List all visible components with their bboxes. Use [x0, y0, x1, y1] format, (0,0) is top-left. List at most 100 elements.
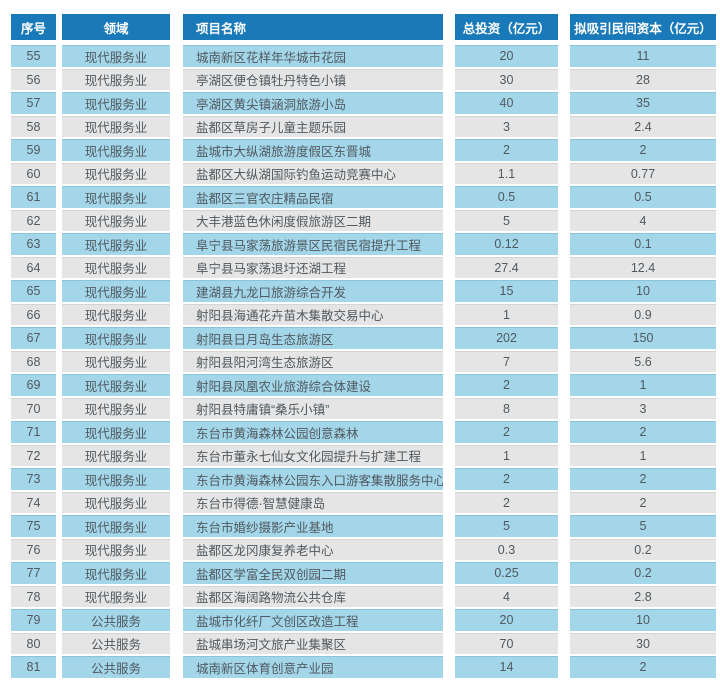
cell-private-capital: 150: [570, 327, 716, 349]
cell-index: 79: [11, 609, 56, 631]
table-row: 73 现代服务业 东台市黄海森林公园东入口游客集散服务中心 2 2: [11, 468, 716, 490]
table-row: 64 现代服务业 阜宁县马家荡退圩还湖工程 27.4 12.4: [11, 256, 716, 278]
table-row: 66 现代服务业 射阳县海通花卉苗木集散交易中心 1 0.9: [11, 303, 716, 325]
cell-category: 现代服务业: [62, 162, 170, 184]
cell-total-investment: 0.3: [455, 538, 558, 560]
cell-index: 62: [11, 209, 56, 231]
header-private-capital: 拟吸引民间资本（亿元）: [570, 14, 716, 40]
table-row: 72 现代服务业 东台市董永七仙女文化园提升与扩建工程 1 1: [11, 444, 716, 466]
cell-private-capital: 2.4: [570, 115, 716, 137]
cell-category: 现代服务业: [62, 280, 170, 302]
cell-category: 现代服务业: [62, 515, 170, 537]
cell-project-name: 盐都区海阔路物流公共仓库: [183, 585, 443, 607]
cell-project-name: 大丰港蓝色休闲度假旅游区二期: [183, 209, 443, 231]
cell-category: 现代服务业: [62, 256, 170, 278]
cell-project-name: 盐城市化纤厂文创区改造工程: [183, 609, 443, 631]
cell-project-name: 阜宁县马家荡旅游景区民宿民宿提升工程: [183, 233, 443, 255]
cell-private-capital: 35: [570, 92, 716, 114]
cell-project-name: 射阳县阳河湾生态旅游区: [183, 350, 443, 372]
cell-category: 现代服务业: [62, 303, 170, 325]
cell-total-investment: 202: [455, 327, 558, 349]
cell-project-name: 盐都区三官农庄精品民宿: [183, 186, 443, 208]
cell-index: 81: [11, 656, 56, 678]
cell-total-investment: 2: [455, 421, 558, 443]
cell-index: 55: [11, 45, 56, 67]
cell-project-name: 阜宁县马家荡退圩还湖工程: [183, 256, 443, 278]
cell-total-investment: 4: [455, 585, 558, 607]
cell-private-capital: 12.4: [570, 256, 716, 278]
cell-category: 现代服务业: [62, 115, 170, 137]
cell-private-capital: 28: [570, 68, 716, 90]
cell-category: 现代服务业: [62, 186, 170, 208]
cell-total-investment: 3: [455, 115, 558, 137]
cell-project-name: 射阳县日月岛生态旅游区: [183, 327, 443, 349]
cell-project-name: 东台市得德·智慧健康岛: [183, 491, 443, 513]
cell-category: 现代服务业: [62, 139, 170, 161]
cell-private-capital: 0.5: [570, 186, 716, 208]
cell-project-name: 东台市婚纱摄影产业基地: [183, 515, 443, 537]
cell-category: 现代服务业: [62, 209, 170, 231]
table-row: 68 现代服务业 射阳县阳河湾生态旅游区 7 5.6: [11, 350, 716, 372]
cell-total-investment: 2: [455, 491, 558, 513]
cell-private-capital: 0.2: [570, 538, 716, 560]
cell-index: 77: [11, 562, 56, 584]
cell-category: 现代服务业: [62, 444, 170, 466]
table-row: 63 现代服务业 阜宁县马家荡旅游景区民宿民宿提升工程 0.12 0.1: [11, 233, 716, 255]
cell-total-investment: 2: [455, 468, 558, 490]
cell-index: 64: [11, 256, 56, 278]
cell-total-investment: 20: [455, 609, 558, 631]
table-row: 65 现代服务业 建湖县九龙口旅游综合开发 15 10: [11, 280, 716, 302]
cell-private-capital: 0.77: [570, 162, 716, 184]
cell-index: 76: [11, 538, 56, 560]
cell-category: 现代服务业: [62, 350, 170, 372]
cell-category: 现代服务业: [62, 92, 170, 114]
cell-total-investment: 5: [455, 209, 558, 231]
cell-category: 现代服务业: [62, 397, 170, 419]
cell-project-name: 亭湖区黄尖镇涵洞旅游小岛: [183, 92, 443, 114]
cell-index: 59: [11, 139, 56, 161]
cell-index: 57: [11, 92, 56, 114]
cell-index: 73: [11, 468, 56, 490]
cell-project-name: 城南新区花样年华城市花园: [183, 45, 443, 67]
cell-total-investment: 1: [455, 444, 558, 466]
cell-total-investment: 15: [455, 280, 558, 302]
cell-index: 61: [11, 186, 56, 208]
cell-project-name: 盐城串场河文旅产业集聚区: [183, 632, 443, 654]
table-row: 80 公共服务 盐城串场河文旅产业集聚区 70 30: [11, 632, 716, 654]
cell-total-investment: 8: [455, 397, 558, 419]
cell-category: 公共服务: [62, 609, 170, 631]
cell-total-investment: 7: [455, 350, 558, 372]
cell-index: 66: [11, 303, 56, 325]
cell-index: 56: [11, 68, 56, 90]
cell-index: 70: [11, 397, 56, 419]
cell-index: 74: [11, 491, 56, 513]
cell-private-capital: 30: [570, 632, 716, 654]
table-row: 55 现代服务业 城南新区花样年华城市花园 20 11: [11, 45, 716, 67]
cell-project-name: 盐都区草房子儿童主题乐园: [183, 115, 443, 137]
cell-index: 78: [11, 585, 56, 607]
cell-total-investment: 5: [455, 515, 558, 537]
cell-category: 公共服务: [62, 632, 170, 654]
cell-private-capital: 3: [570, 397, 716, 419]
table-row: 57 现代服务业 亭湖区黄尖镇涵洞旅游小岛 40 35: [11, 92, 716, 114]
cell-total-investment: 20: [455, 45, 558, 67]
cell-private-capital: 11: [570, 45, 716, 67]
cell-index: 80: [11, 632, 56, 654]
cell-private-capital: 5.6: [570, 350, 716, 372]
table-row: 67 现代服务业 射阳县日月岛生态旅游区 202 150: [11, 327, 716, 349]
table-row: 61 现代服务业 盐都区三官农庄精品民宿 0.5 0.5: [11, 186, 716, 208]
cell-total-investment: 14: [455, 656, 558, 678]
cell-project-name: 建湖县九龙口旅游综合开发: [183, 280, 443, 302]
header-index: 序号: [11, 14, 56, 40]
table-row: 75 现代服务业 东台市婚纱摄影产业基地 5 5: [11, 515, 716, 537]
cell-project-name: 盐都区学富全民双创园二期: [183, 562, 443, 584]
cell-project-name: 城南新区体育创意产业园: [183, 656, 443, 678]
cell-project-name: 东台市黄海森林公园东入口游客集散服务中心: [183, 468, 443, 490]
cell-private-capital: 10: [570, 280, 716, 302]
cell-private-capital: 1: [570, 444, 716, 466]
cell-private-capital: 10: [570, 609, 716, 631]
table-row: 77 现代服务业 盐都区学富全民双创园二期 0.25 0.2: [11, 562, 716, 584]
cell-index: 75: [11, 515, 56, 537]
table-row: 76 现代服务业 盐都区龙冈康复养老中心 0.3 0.2: [11, 538, 716, 560]
cell-index: 58: [11, 115, 56, 137]
